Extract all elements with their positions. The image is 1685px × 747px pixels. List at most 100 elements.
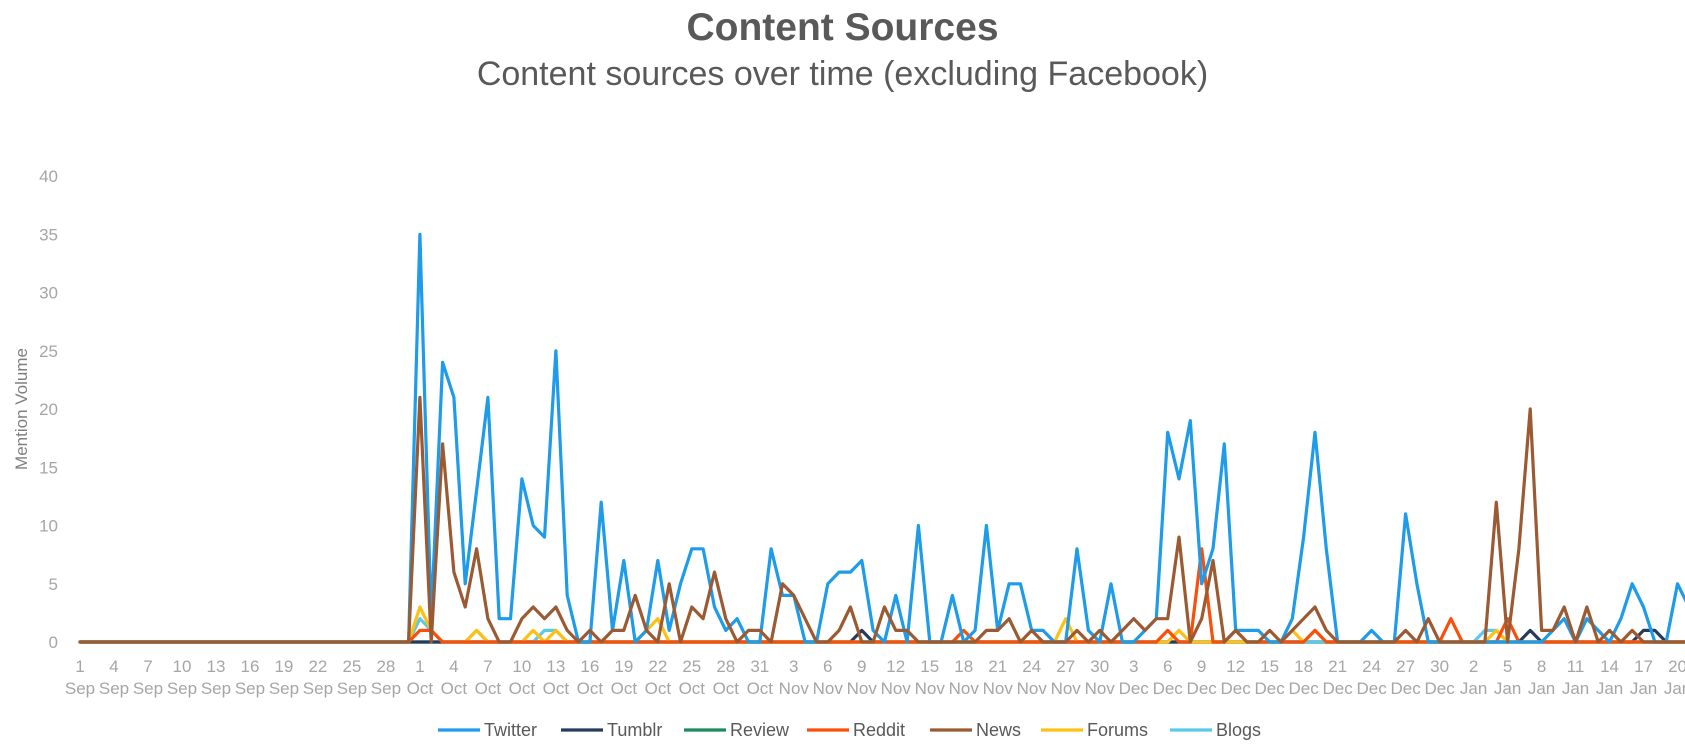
legend-item-twitter: Twitter — [438, 720, 537, 740]
x-tick-label-month: Sep — [133, 679, 163, 698]
x-tick-label-day: 3 — [1129, 657, 1138, 676]
series-line-reddit — [78, 547, 1685, 644]
x-tick-label-day: 25 — [682, 657, 701, 676]
series-line-twitter — [78, 232, 1685, 644]
x-tick-label-month: Jan — [1494, 679, 1521, 698]
y-axis-label: Mention Volume — [12, 348, 31, 470]
x-tick-label-month: Oct — [441, 679, 468, 698]
x-tick-label-month: Jan — [1664, 679, 1685, 698]
x-tick-label-month: Dec — [1289, 679, 1320, 698]
x-tick-label-day: 14 — [1600, 657, 1619, 676]
x-tick-label-month: Nov — [1017, 679, 1048, 698]
x-tick-label-month: Dec — [1357, 679, 1388, 698]
x-tick-label-month: Jan — [1630, 679, 1657, 698]
legend-label: Review — [730, 720, 790, 740]
x-tick-label-day: 7 — [143, 657, 152, 676]
x-tick-label-day: 18 — [954, 657, 973, 676]
x-tick-label-day: 5 — [1503, 657, 1512, 676]
x-tick-label-month: Oct — [747, 679, 774, 698]
x-tick-label-day: 13 — [546, 657, 565, 676]
x-tick-label-month: Nov — [813, 679, 844, 698]
x-tick-label-month: Dec — [1323, 679, 1354, 698]
x-tick-label-month: Nov — [1085, 679, 1116, 698]
x-tick-label-day: 20 — [1668, 657, 1685, 676]
x-tick-label-day: 12 — [1226, 657, 1245, 676]
x-tick-label-day: 17 — [1634, 657, 1653, 676]
legend-item-blogs: Blogs — [1170, 720, 1261, 740]
legend-label: Tumblr — [607, 720, 662, 740]
legend-label: Forums — [1087, 720, 1148, 740]
x-tick-label-day: 4 — [109, 657, 118, 676]
x-tick-label-day: 30 — [1090, 657, 1109, 676]
x-tick-label-day: 1 — [415, 657, 424, 676]
x-tick-label-month: Oct — [611, 679, 638, 698]
legend-label: News — [976, 720, 1021, 740]
series-line-news — [78, 395, 1685, 644]
chart-subtitle: Content sources over time (excluding Fac… — [476, 55, 1209, 93]
x-tick-label-day: 30 — [1430, 657, 1449, 676]
x-tick-label-month: Oct — [543, 679, 570, 698]
x-tick-label-day: 31 — [750, 657, 769, 676]
y-tick-label: 35 — [39, 225, 58, 244]
y-tick-label: 30 — [39, 284, 58, 303]
x-tick-label-month: Jan — [1460, 679, 1487, 698]
x-tick-label-month: Dec — [1119, 679, 1150, 698]
x-tick-label-month: Nov — [983, 679, 1014, 698]
x-tick-label-day: 6 — [823, 657, 832, 676]
x-tick-label-day: 19 — [274, 657, 293, 676]
x-tick-label-day: 10 — [173, 657, 192, 676]
x-tick-label-day: 4 — [449, 657, 458, 676]
legend-item-reddit: Reddit — [807, 720, 905, 740]
x-tick-label-day: 27 — [1056, 657, 1075, 676]
x-tick-label-month: Nov — [847, 679, 878, 698]
legend-label: Twitter — [484, 720, 537, 740]
x-tick-label-month: Sep — [99, 679, 129, 698]
legend-label: Blogs — [1216, 720, 1261, 740]
x-tick-label-day: 22 — [308, 657, 327, 676]
legend-item-tumblr: Tumblr — [561, 720, 662, 740]
legend-item-review: Review — [684, 720, 790, 740]
legend-item-news: News — [930, 720, 1021, 740]
legend-label: Reddit — [853, 720, 905, 740]
x-tick-label-day: 18 — [1294, 657, 1313, 676]
x-tick-label-day: 25 — [342, 657, 361, 676]
x-tick-label-day: 1 — [75, 657, 84, 676]
x-tick-label-month: Dec — [1221, 679, 1252, 698]
x-tick-label-month: Oct — [475, 679, 502, 698]
x-tick-label-day: 24 — [1022, 657, 1041, 676]
x-tick-label-month: Sep — [65, 679, 95, 698]
x-tick-label-month: Oct — [407, 679, 434, 698]
x-tick-label-month: Oct — [713, 679, 740, 698]
x-tick-label-day: 16 — [580, 657, 599, 676]
y-tick-label: 5 — [49, 575, 58, 594]
x-tick-label-day: 28 — [376, 657, 395, 676]
x-tick-label-day: 11 — [1567, 657, 1585, 676]
x-tick-label-month: Sep — [371, 679, 401, 698]
legend-item-forums: Forums — [1041, 720, 1148, 740]
x-tick-label-day: 13 — [206, 657, 225, 676]
x-tick-label-month: Jan — [1528, 679, 1555, 698]
y-tick-label: 10 — [39, 517, 58, 536]
x-tick-label-month: Dec — [1153, 679, 1184, 698]
x-tick-label-day: 9 — [857, 657, 866, 676]
series-lines — [78, 232, 1685, 644]
y-axis-ticks: 0 5 10 15 20 25 30 35 40 — [39, 167, 58, 652]
x-tick-label-day: 21 — [1328, 657, 1347, 676]
x-tick-label-day: 16 — [240, 657, 259, 676]
x-tick-label-day: 15 — [1260, 657, 1279, 676]
x-tick-label-month: Oct — [645, 679, 672, 698]
x-tick-label-day: 6 — [1163, 657, 1172, 676]
x-tick-label-day: 8 — [1537, 657, 1546, 676]
y-tick-label: 25 — [39, 342, 58, 361]
x-tick-label-month: Nov — [915, 679, 946, 698]
x-axis-ticks: 1Sep4Sep7Sep10Sep13Sep16Sep19Sep22Sep25S… — [65, 657, 1685, 698]
x-tick-label-month: Sep — [235, 679, 265, 698]
x-tick-label-month: Oct — [509, 679, 536, 698]
x-tick-label-day: 9 — [1197, 657, 1206, 676]
x-tick-label-month: Sep — [167, 679, 197, 698]
x-tick-label-day: 10 — [512, 657, 531, 676]
x-tick-label-month: Sep — [337, 679, 367, 698]
x-tick-label-day: 24 — [1362, 657, 1381, 676]
x-tick-label-month: Sep — [269, 679, 299, 698]
